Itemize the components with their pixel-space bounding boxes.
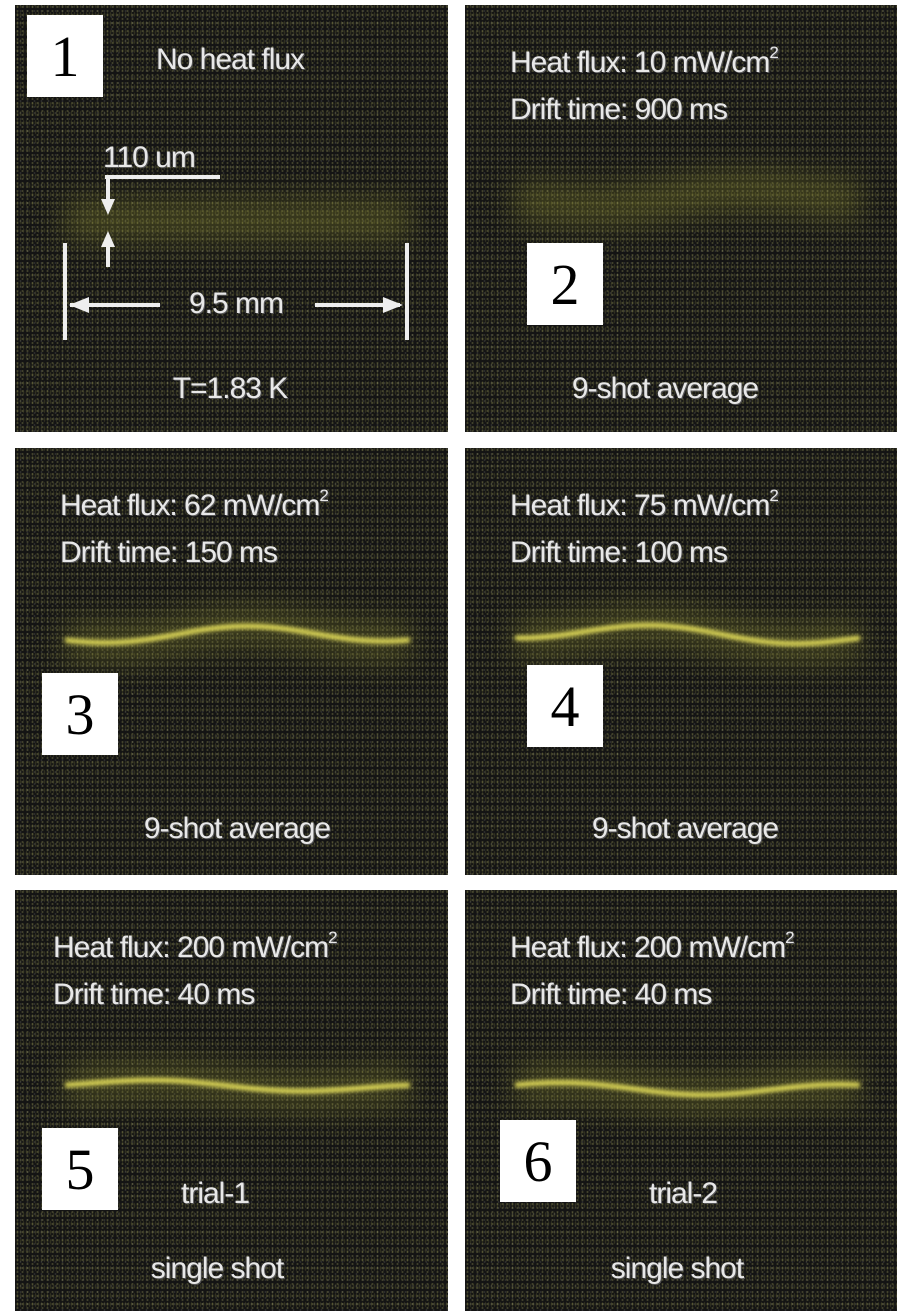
bottom-caption: 9-shot average: [592, 812, 778, 846]
bottom-caption: T=1.83 K: [173, 372, 288, 406]
superscript: 2: [328, 928, 336, 947]
caption-line: Drift time: 100 ms: [510, 536, 727, 570]
caption-text: Drift time: 150 ms: [60, 536, 277, 569]
caption-line: Drift time: 40 ms: [510, 978, 711, 1012]
caption-text: Heat flux: 62 mW/cm: [60, 489, 319, 522]
arrow-head: [383, 297, 403, 313]
bottom-caption: trial-2: [649, 1177, 717, 1211]
caption-line: Heat flux: 10 mW/cm2: [510, 43, 778, 80]
scale-width: 9.5 mm: [189, 287, 283, 321]
caption-text: Drift time: 40 ms: [53, 978, 254, 1011]
caption-line: No heat flux: [156, 43, 304, 77]
bottom-caption: single shot: [611, 1252, 743, 1286]
caption-text: No heat flux: [156, 43, 304, 76]
image-panel: 4 Heat flux: 75 mW/cm2 Drift time: 100 ms 9…: [465, 448, 897, 875]
caption-text: Heat flux: 200 mW/cm: [53, 931, 328, 964]
panel-number: 2: [527, 243, 603, 325]
caption-line: Heat flux: 200 mW/cm2: [510, 928, 794, 965]
bottom-caption: trial-1: [181, 1177, 249, 1211]
caption-line: Drift time: 150 ms: [60, 536, 277, 570]
caption-text: Drift time: 100 ms: [510, 536, 727, 569]
superscript: 2: [785, 928, 793, 947]
caption-text: Heat flux: 10 mW/cm: [510, 46, 769, 79]
caption-line: Heat flux: 75 mW/cm2: [510, 486, 778, 523]
bottom-caption: single shot: [151, 1252, 283, 1286]
panel-number: 4: [527, 665, 603, 747]
caption-line: Heat flux: 62 mW/cm2: [60, 486, 328, 523]
panel-number: 1: [27, 15, 103, 97]
panel-number: 6: [500, 1120, 576, 1202]
scale-thickness: 110 um: [103, 141, 195, 175]
superscript: 2: [769, 486, 777, 505]
haze: [515, 190, 860, 206]
image-panel: 5 Heat flux: 200 mW/cm2 Drift time: 40 ms t…: [15, 890, 448, 1311]
superscript: 2: [769, 43, 777, 62]
figure: 1No heat fluxT=1.83 K110 um9.5 mm2Heat f…: [0, 0, 897, 1311]
caption-text: Heat flux: 200 mW/cm: [510, 931, 785, 964]
image-panel: 1 No heat flux T=1.83 K 110 um 9.5 mm: [15, 5, 448, 432]
bottom-caption: 9-shot average: [572, 372, 758, 406]
bottom-caption: 9-shot average: [144, 812, 330, 846]
panel-number: 3: [42, 673, 118, 755]
superscript: 2: [319, 486, 327, 505]
image-panel: 6 Heat flux: 200 mW/cm2 Drift time: 40 ms t…: [465, 890, 897, 1311]
caption-text: Heat flux: 75 mW/cm: [510, 489, 769, 522]
image-panel: 3 Heat flux: 62 mW/cm2 Drift time: 150 ms 9…: [15, 448, 448, 875]
arrow-head: [69, 297, 89, 313]
caption-line: Drift time: 40 ms: [53, 978, 254, 1012]
caption-line: Drift time: 900 ms: [510, 93, 727, 127]
caption-line: Heat flux: 200 mW/cm2: [53, 928, 337, 965]
panel-number: 5: [42, 1128, 118, 1210]
caption-text: Drift time: 900 ms: [510, 93, 727, 126]
caption-text: Drift time: 40 ms: [510, 978, 711, 1011]
